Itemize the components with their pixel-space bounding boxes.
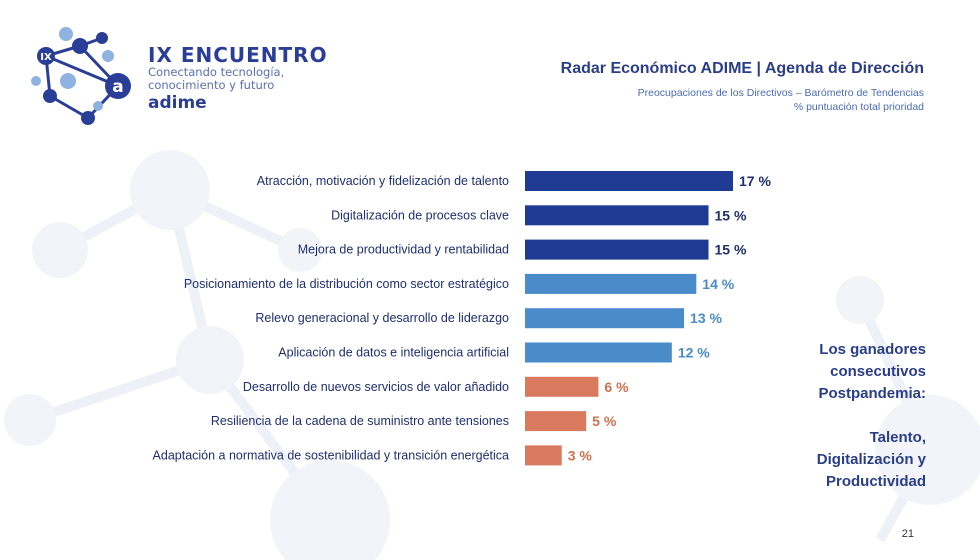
bar xyxy=(525,445,562,466)
category-label: Adaptación a normativa de sostenibilidad… xyxy=(153,448,510,462)
logo-letter-text: a xyxy=(112,77,123,97)
bar xyxy=(525,273,697,294)
callout-line6: Productividad xyxy=(825,473,926,490)
value-label: 15 % xyxy=(715,242,747,258)
callout-spacer xyxy=(817,405,926,427)
category-label: Digitalización de procesos clave xyxy=(331,208,509,222)
bar xyxy=(525,239,709,260)
value-label: 17 % xyxy=(739,173,771,189)
callout-line5: Digitalización y xyxy=(816,451,926,468)
logo-letter-circle xyxy=(105,73,131,99)
bar xyxy=(525,308,685,329)
bar xyxy=(525,171,733,191)
event-subtitle: Conectando tecnología, conocimiento y fu… xyxy=(148,66,318,92)
value-label: 12 % xyxy=(678,345,710,361)
event-brand: adime xyxy=(148,93,207,113)
category-label: Atracción, motivación y fidelización de … xyxy=(257,174,509,188)
category-label: Desarrollo de nuevos servicios de valor … xyxy=(243,380,509,394)
event-logo: IX a xyxy=(31,27,131,125)
bar xyxy=(525,376,599,397)
bar xyxy=(525,342,672,363)
category-label: Relevo generacional y desarrollo de lide… xyxy=(255,311,509,325)
priority-bar-chart: Atracción, motivación y fidelización de … xyxy=(153,171,771,466)
page-number: 21 xyxy=(901,528,914,540)
value-label: 6 % xyxy=(604,379,629,395)
value-label: 14 % xyxy=(702,276,734,292)
value-label: 15 % xyxy=(715,207,747,223)
value-label: 13 % xyxy=(690,310,722,326)
category-label: Posicionamiento de la distribución como … xyxy=(184,277,509,291)
callout-box: Los ganadores consecutivos Postpandemia:… xyxy=(817,339,926,493)
slide-title: Radar Económico ADIME | Agenda de Direcc… xyxy=(560,60,924,77)
value-label: 5 % xyxy=(592,413,617,429)
event-subtitle-line1: Conectando tecnología, xyxy=(148,65,285,79)
logo-badge-text: IX xyxy=(40,52,52,63)
event-title: IX ENCUENTRO xyxy=(148,43,328,67)
bar xyxy=(525,411,587,432)
event-subtitle-line2: conocimiento y futuro xyxy=(148,78,275,92)
value-label: 3 % xyxy=(568,447,593,463)
bar xyxy=(525,205,709,226)
callout-line1: Los ganadores xyxy=(819,341,926,358)
category-label: Aplicación de datos e inteligencia artif… xyxy=(278,346,509,360)
slide-subtitle: Preocupaciones de los Directivos – Baróm… xyxy=(638,86,924,114)
category-label: Mejora de productividad y rentabilidad xyxy=(298,243,509,257)
category-label: Resiliencia de la cadena de suministro a… xyxy=(211,414,509,428)
slide-subtitle-line2: % puntuación total prioridad xyxy=(793,101,924,113)
logo-badge-circle xyxy=(37,47,55,65)
slide-subtitle-line1: Preocupaciones de los Directivos – Baróm… xyxy=(637,87,924,99)
callout-line2: consecutivos xyxy=(830,363,926,380)
callout-line4: Talento, xyxy=(869,429,926,446)
callout-line3: Postpandemia: xyxy=(818,385,926,402)
